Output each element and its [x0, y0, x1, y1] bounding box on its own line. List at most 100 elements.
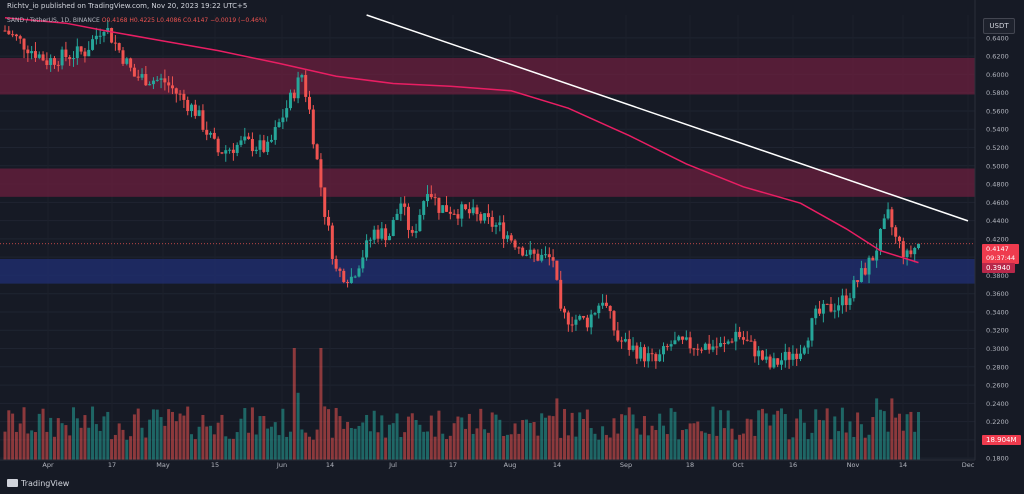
candle-down [121, 50, 125, 64]
candle-down [464, 204, 468, 210]
candle-down [334, 258, 338, 269]
currency-button[interactable]: USDT [983, 18, 1015, 34]
price-tick-label: 0.3200 [986, 327, 1009, 335]
time-tick-label: Sep [620, 461, 632, 469]
price-tick-label: 0.1800 [986, 455, 1009, 463]
candle-up [540, 254, 544, 261]
volume-bar [304, 432, 308, 460]
candle-up [639, 347, 643, 359]
candle-up [254, 149, 258, 152]
candle-down [776, 358, 780, 365]
candle-down [551, 257, 555, 261]
volume-bars [3, 348, 921, 460]
volume-bar [779, 408, 783, 460]
candle-down [654, 354, 658, 362]
candle-down [308, 96, 312, 110]
volume-bar [163, 425, 167, 460]
price-tick-label: 0.4400 [986, 217, 1009, 225]
candle-down [665, 346, 669, 348]
candle-down [608, 305, 612, 312]
candle-up [87, 49, 91, 57]
time-axis[interactable]: Apr 17 May 15 Jun 14 Jul 17 Aug 14 Sep 18 Oct 16 Nov 14… [0, 459, 975, 469]
volume-bar [140, 427, 144, 460]
candle-up [414, 231, 418, 233]
candle-down [174, 88, 178, 94]
volume-bar [623, 415, 627, 460]
volume-bar [852, 436, 856, 460]
support-zone [0, 258, 975, 284]
candle-down [871, 257, 875, 261]
candle-down [178, 93, 182, 95]
tradingview-logo[interactable]: TradingView [7, 479, 69, 488]
volume-bar [620, 414, 624, 460]
time-tick-label: Apr [42, 461, 54, 469]
volume-bar [890, 398, 894, 460]
volume-bar [825, 408, 829, 460]
volume-bar [33, 432, 37, 460]
time-tick-label: 17 [108, 461, 116, 469]
candle-down [304, 75, 308, 97]
candle-down [818, 308, 822, 314]
candle-down [555, 260, 559, 280]
volume-bar [566, 435, 570, 460]
volume-bar [703, 432, 707, 460]
volume-bar [555, 398, 559, 460]
volume-bar [79, 427, 83, 460]
candle-up [266, 141, 270, 152]
volume-bar [167, 409, 171, 460]
candle-down [410, 229, 414, 233]
candle-down [319, 159, 323, 188]
candle-up [711, 346, 715, 350]
volume-bar [132, 414, 136, 460]
volume-bar [91, 406, 95, 460]
volume-bar [738, 434, 742, 460]
candle-down [894, 227, 898, 237]
volume-bar [897, 413, 901, 460]
volume-bar [513, 423, 517, 460]
candle-down [486, 213, 490, 218]
volume-bar [110, 439, 114, 460]
volume-bar [151, 409, 155, 460]
candle-up [460, 204, 464, 219]
volume-bar [604, 434, 608, 460]
volume-bar [353, 428, 357, 460]
volume-bar [760, 408, 764, 460]
volume-bar [673, 411, 677, 460]
volume-bar [391, 423, 395, 460]
volume-bar [814, 409, 818, 460]
candle-up [418, 214, 422, 232]
candle-up [779, 360, 783, 365]
volume-bar [768, 425, 772, 460]
price-axis[interactable]: 0.6400 0.6200 0.6000 0.5800 0.5600 0.5400 0.52… [974, 0, 1009, 463]
volume-bar [22, 407, 26, 460]
candle-up [155, 79, 159, 81]
candle-up [810, 318, 814, 341]
candle-up [578, 315, 582, 320]
volume-bar [190, 434, 194, 460]
volume-bar [64, 425, 68, 460]
time-tick-label: 14 [553, 461, 561, 469]
candle-down [323, 187, 327, 217]
volume-bar [726, 410, 730, 460]
candle-down [144, 74, 148, 86]
candle-up [380, 228, 384, 239]
candle-up [399, 203, 403, 214]
candle-down [829, 303, 833, 312]
volume-bar [639, 434, 643, 460]
candle-up [677, 336, 681, 341]
candle-down [513, 240, 517, 248]
candle-down [11, 34, 15, 36]
volume-bar [68, 435, 72, 460]
candle-down [707, 343, 711, 350]
candle-down [3, 30, 7, 32]
candle-up [875, 250, 879, 261]
volume-bar [479, 408, 483, 460]
volume-bar [593, 433, 597, 460]
volume-bar [551, 416, 555, 460]
volume-bar [182, 415, 186, 460]
candle-up [543, 254, 547, 256]
candle-down [83, 51, 87, 57]
candle-up [806, 340, 810, 348]
candle-down [722, 343, 726, 345]
